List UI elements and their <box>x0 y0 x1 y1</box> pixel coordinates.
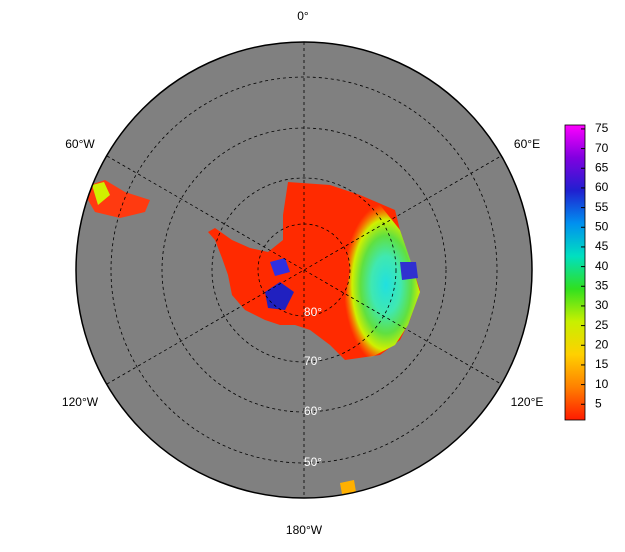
lon-label: 120°E <box>511 395 544 409</box>
colorbar-tick-label: 50 <box>595 219 609 233</box>
colorbar-tick-label: 25 <box>595 318 609 332</box>
colorbar-fill <box>564 124 586 421</box>
lon-label: 60°W <box>65 137 95 151</box>
colorbar-tick-label: 65 <box>595 160 609 174</box>
blue-patch <box>400 262 418 280</box>
colorbar: 5 10 15 20 25 30 35 40 45 50 55 60 65 70 75 <box>564 121 609 421</box>
blue-patch <box>270 258 290 276</box>
colorbar-tick-label: 70 <box>595 141 609 155</box>
colorbar-tick-label: 10 <box>595 377 609 391</box>
map <box>76 42 532 498</box>
colorbar-tick-label: 5 <box>595 396 602 410</box>
colorbar-tick-label: 15 <box>595 357 609 371</box>
colorbar-tick-label: 55 <box>595 200 609 214</box>
colorbar-tick-label: 35 <box>595 278 609 292</box>
lon-label: 120°W <box>62 395 99 409</box>
east-antarctica-high <box>335 195 420 358</box>
lat-label: 70° <box>304 354 322 368</box>
blue-patch <box>265 282 294 310</box>
lon-label: 60°E <box>514 137 540 151</box>
lat-label: 50° <box>304 455 322 469</box>
colorbar-tick-label: 20 <box>595 337 609 351</box>
south-america-patch <box>92 182 110 205</box>
colorbar-tick-label: 40 <box>595 259 609 273</box>
colorbar-tick-label: 60 <box>595 180 609 194</box>
lon-label: 0° <box>297 9 309 23</box>
graticule <box>106 42 502 498</box>
island <box>340 480 356 494</box>
colorbar-tick-label: 75 <box>595 121 609 135</box>
lat-label: 60° <box>304 404 322 418</box>
map-border <box>75 41 533 499</box>
lon-label: 180°W <box>286 523 323 537</box>
lat-label: 80° <box>304 305 322 319</box>
colorbar-tick-label: 45 <box>595 239 609 253</box>
colorbar-tick-label: 30 <box>595 298 609 312</box>
